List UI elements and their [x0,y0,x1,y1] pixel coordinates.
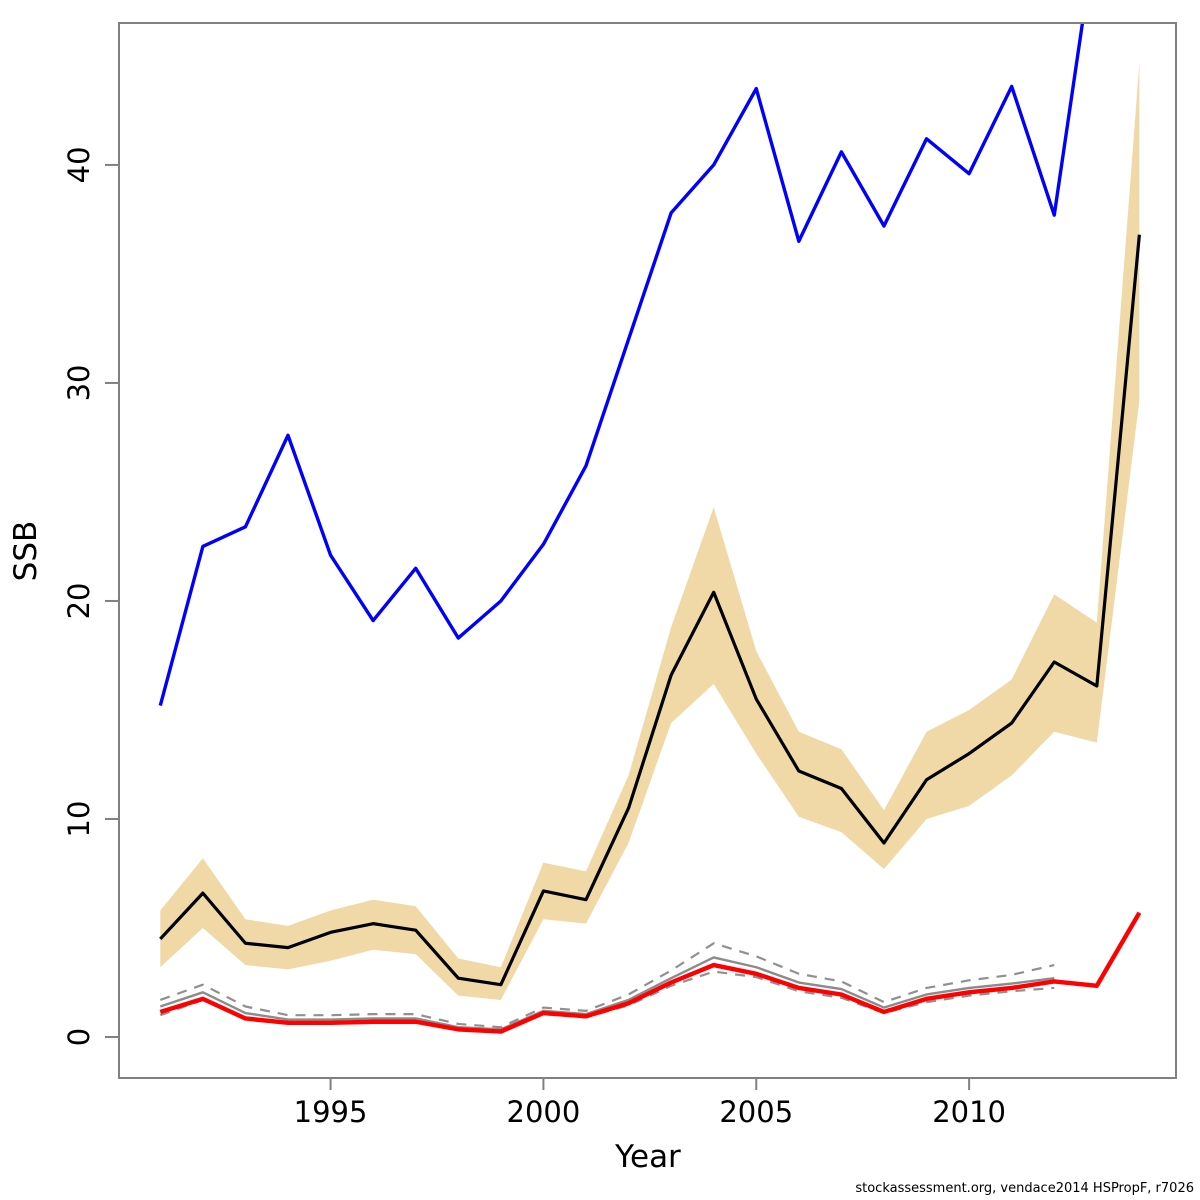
plot-area [158,23,1142,1034]
x-axis-title: Year [614,1139,681,1175]
y-tick-label: 20 [62,583,96,620]
x-tick-label: 1995 [294,1095,368,1129]
y-tick-label: 40 [62,146,96,183]
x-tick-label: 2005 [719,1095,793,1129]
blue-line [158,23,1085,707]
footer-credit: stockassessment.org, vendace2014 HSPropF… [855,1181,1194,1196]
gray-solid-line [159,956,1055,1031]
y-axis-title: SSB [8,521,44,582]
y-tick-label: 0 [62,1028,96,1046]
plot-border [118,22,1177,1079]
x-tick-label: 2010 [932,1095,1006,1129]
y-tick-label: 30 [62,364,96,401]
ssb-estimate-line [159,234,1141,987]
y-tick-label: 10 [62,801,96,838]
y-axis: 0 10 20 30 40 [62,146,119,1046]
x-tick-label: 2000 [507,1095,581,1129]
red-line [159,911,1142,1034]
x-axis: 1995 2000 2005 2010 [294,1078,1006,1129]
